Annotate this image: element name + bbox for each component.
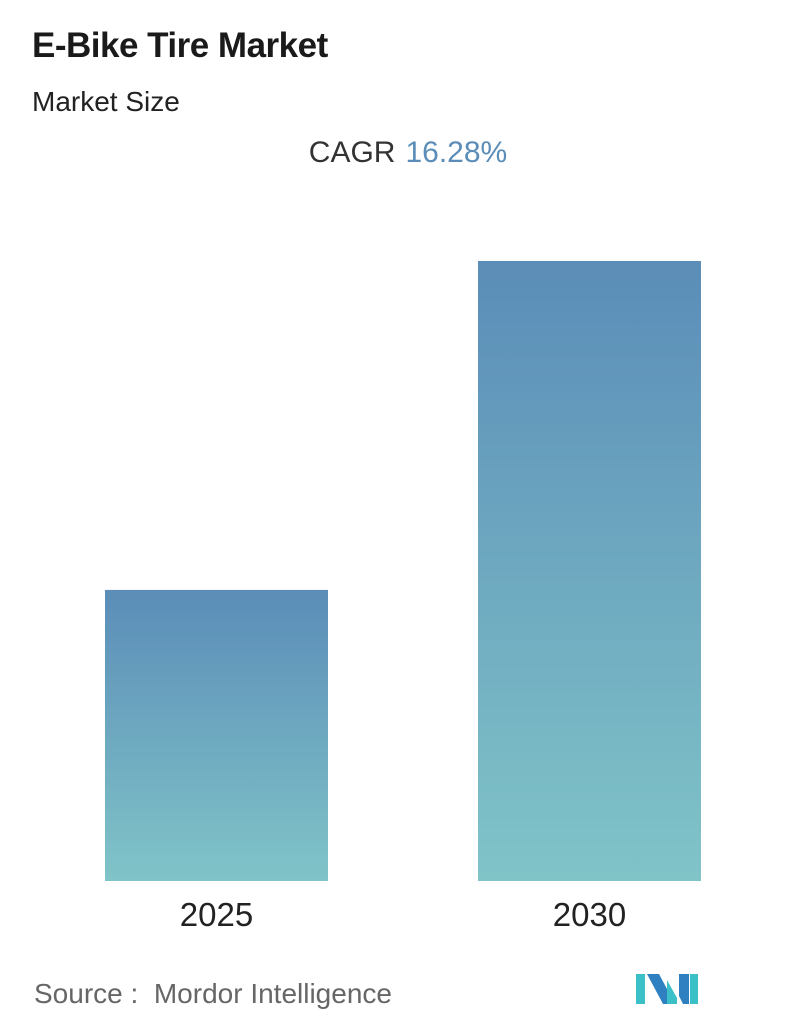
mordor-logo-icon <box>636 974 698 1004</box>
source-name: Mordor Intelligence <box>153 978 392 1009</box>
source-label: Source : <box>34 978 139 1009</box>
cagr-label: CAGR <box>308 136 396 169</box>
x-tick-label: 2025 <box>180 896 253 933</box>
cagr: CAGR 16.28% <box>0 136 796 170</box>
page-subtitle: Market Size <box>32 86 180 117</box>
source: Source : Mordor Intelligence <box>34 978 392 1010</box>
page-title: E-Bike Tire Market <box>32 26 328 65</box>
bar-2025 <box>105 589 328 881</box>
x-tick-label: 2030 <box>553 896 626 933</box>
cagr-value: 16.28% <box>405 136 508 169</box>
bar-2030 <box>478 261 701 881</box>
